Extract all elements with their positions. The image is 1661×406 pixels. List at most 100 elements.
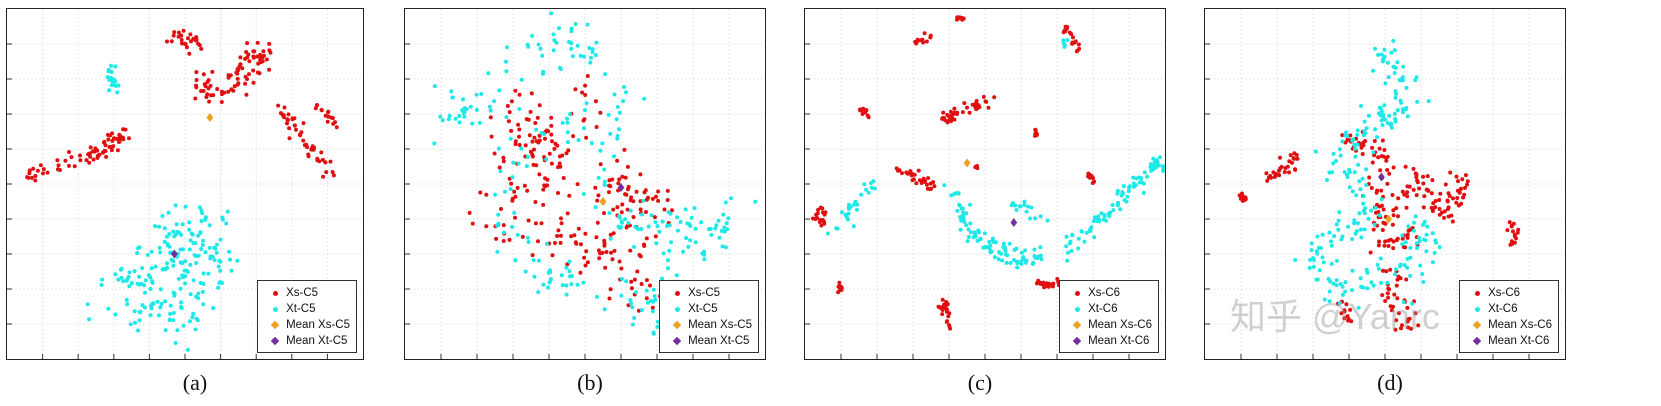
data-point-xt-c5 bbox=[721, 212, 726, 217]
data-point-xt-c6 bbox=[1132, 184, 1136, 189]
data-point-xs-c6 bbox=[1372, 153, 1377, 158]
data-point-xs-c6 bbox=[1387, 171, 1392, 176]
data-point-xs-c6 bbox=[1413, 311, 1418, 316]
data-point-xt-c6 bbox=[1378, 256, 1383, 261]
scatter-plot-b: Xs-C5 Xt-C5 Mean Xs-C5 Mean Xt-C5 bbox=[404, 8, 766, 360]
legend-entry-mean-xt: Mean Xt-C6 bbox=[1066, 333, 1152, 349]
data-point-xt-c6 bbox=[1369, 280, 1374, 285]
data-point-xs-c6 bbox=[947, 311, 952, 316]
data-point-xt-c5 bbox=[588, 60, 593, 65]
data-point-xs-c5 bbox=[565, 211, 570, 216]
data-point-xt-c5 bbox=[113, 312, 118, 317]
data-point-xt-c6 bbox=[869, 185, 874, 190]
data-point-xs-c5 bbox=[579, 242, 583, 247]
data-point-xs-c5 bbox=[505, 104, 510, 108]
data-point-xt-c6 bbox=[1433, 238, 1438, 243]
data-point-xs-c5 bbox=[251, 80, 256, 85]
data-point-xt-c6 bbox=[949, 193, 954, 198]
data-point-xs-c6 bbox=[1033, 128, 1038, 133]
data-point-xt-c5 bbox=[235, 258, 240, 263]
data-point-xt-c5 bbox=[193, 327, 198, 332]
data-point-xs-c5 bbox=[321, 174, 326, 179]
data-point-xt-c5 bbox=[558, 65, 562, 70]
data-point-xt-c6 bbox=[1345, 134, 1350, 139]
data-point-xs-c6 bbox=[863, 110, 868, 115]
data-point-xt-c6 bbox=[1415, 99, 1420, 104]
data-point-xt-c5 bbox=[158, 305, 163, 310]
data-point-xt-c5 bbox=[136, 328, 140, 333]
data-point-xt-c5 bbox=[173, 232, 178, 237]
data-point-xs-c6 bbox=[1375, 202, 1379, 207]
data-point-xs-c5 bbox=[509, 128, 514, 133]
data-point-xt-c5 bbox=[486, 71, 491, 76]
data-point-xs-c5 bbox=[67, 150, 71, 154]
data-point-xs-c6 bbox=[1389, 308, 1394, 313]
data-point-xt-c6 bbox=[1106, 211, 1111, 216]
data-point-xs-c6 bbox=[836, 284, 841, 289]
data-point-xs-c6 bbox=[1383, 221, 1388, 226]
data-point-xs-c6 bbox=[920, 179, 924, 184]
data-point-xs-c6 bbox=[1277, 168, 1281, 173]
data-point-xs-c5 bbox=[215, 87, 220, 91]
data-point-xt-c5 bbox=[174, 222, 179, 227]
data-point-xt-c5 bbox=[199, 208, 204, 213]
data-point-xt-c5 bbox=[548, 278, 553, 283]
panel-b: Xs-C5 Xt-C5 Mean Xs-C5 Mean Xt-C5 (b) bbox=[400, 0, 770, 406]
data-point-xs-c5 bbox=[467, 210, 472, 215]
data-point-xt-c6 bbox=[1365, 270, 1370, 275]
data-point-xs-c6 bbox=[837, 280, 842, 285]
data-point-xt-c6 bbox=[1379, 280, 1384, 285]
data-point-xt-c5 bbox=[183, 204, 188, 209]
data-point-xs-c5 bbox=[648, 283, 652, 288]
data-point-xt-c5 bbox=[135, 251, 139, 256]
data-point-xs-c5 bbox=[56, 163, 61, 168]
data-point-xs-c6 bbox=[909, 173, 914, 178]
data-point-xs-c5 bbox=[109, 148, 114, 153]
data-point-xt-c5 bbox=[206, 271, 211, 276]
data-point-xs-c5 bbox=[294, 127, 298, 132]
data-point-xs-c5 bbox=[629, 279, 634, 284]
data-point-xs-c5 bbox=[653, 234, 658, 239]
data-point-xt-c6 bbox=[1398, 262, 1403, 267]
data-point-xt-c5 bbox=[140, 266, 145, 271]
data-point-xt-c6 bbox=[1347, 170, 1352, 175]
legend-entry-xs: Xs-C5 bbox=[264, 285, 350, 301]
data-point-xt-c6 bbox=[1038, 253, 1043, 258]
data-point-xs-c5 bbox=[596, 193, 601, 198]
data-point-xs-c5 bbox=[211, 93, 216, 98]
data-point-xt-c5 bbox=[614, 117, 619, 122]
data-point-xs-c6 bbox=[904, 170, 909, 175]
data-point-xt-c6 bbox=[1426, 99, 1431, 104]
data-point-xt-c5 bbox=[655, 324, 660, 329]
data-point-xt-c5 bbox=[651, 331, 656, 336]
data-point-xs-c5 bbox=[532, 135, 537, 140]
data-point-xs-c5 bbox=[635, 269, 640, 274]
data-point-xt-c5 bbox=[620, 277, 624, 281]
data-point-xs-c6 bbox=[1076, 42, 1081, 47]
data-point-xs-c5 bbox=[517, 92, 522, 97]
data-point-xs-c5 bbox=[72, 164, 77, 169]
data-point-xs-c6 bbox=[914, 181, 919, 186]
data-point-xt-c6 bbox=[1334, 278, 1339, 283]
data-point-xt-c6 bbox=[1424, 232, 1429, 237]
legend-entry-xt: Xt-C6 bbox=[1066, 301, 1152, 317]
data-point-xs-c6 bbox=[1340, 133, 1345, 138]
data-point-xt-c5 bbox=[227, 249, 232, 254]
data-point-xs-c6 bbox=[1370, 145, 1375, 150]
data-point-xs-c6 bbox=[1372, 139, 1377, 143]
data-point-xt-c6 bbox=[1327, 289, 1332, 294]
data-point-xt-c5 bbox=[573, 22, 578, 26]
data-point-xs-c6 bbox=[820, 206, 825, 211]
data-point-xt-c5 bbox=[180, 222, 185, 227]
data-point-xt-c6 bbox=[1420, 272, 1425, 276]
data-point-xs-c5 bbox=[193, 38, 198, 43]
data-point-xs-c6 bbox=[1042, 284, 1047, 289]
data-point-xt-c5 bbox=[525, 235, 530, 240]
data-point-xs-c5 bbox=[573, 87, 578, 92]
data-point-xs-c5 bbox=[35, 168, 40, 173]
data-point-xs-c6 bbox=[838, 287, 843, 292]
data-point-xt-c6 bbox=[1012, 258, 1016, 262]
data-point-xt-c5 bbox=[225, 209, 230, 214]
data-point-xs-c5 bbox=[531, 162, 536, 167]
data-point-xt-c5 bbox=[517, 107, 522, 111]
